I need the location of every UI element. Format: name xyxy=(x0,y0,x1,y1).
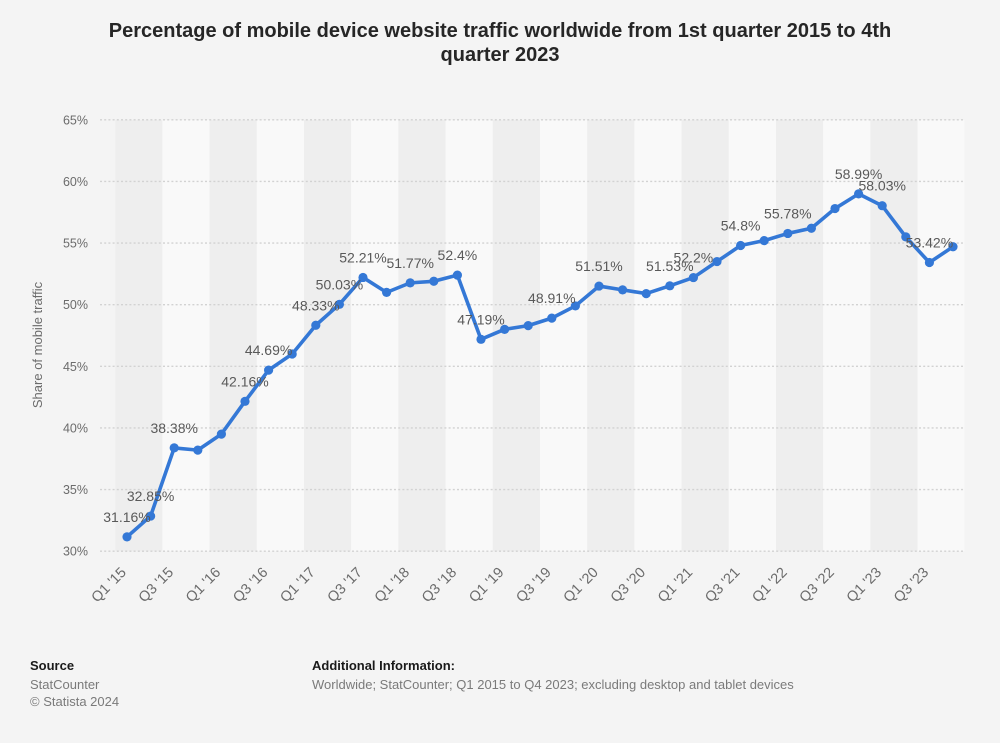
svg-text:51.77%: 51.77% xyxy=(386,255,433,271)
svg-text:42.16%: 42.16% xyxy=(221,373,268,389)
svg-text:Q3 '16: Q3 '16 xyxy=(230,565,271,606)
svg-text:53.42%: 53.42% xyxy=(906,235,953,251)
svg-text:Q1 '17: Q1 '17 xyxy=(277,565,318,606)
svg-text:52.21%: 52.21% xyxy=(339,249,386,265)
svg-text:Q3 '15: Q3 '15 xyxy=(136,565,177,606)
svg-text:Q3 '20: Q3 '20 xyxy=(608,565,649,606)
svg-text:48.91%: 48.91% xyxy=(528,290,575,306)
svg-text:44.69%: 44.69% xyxy=(245,342,292,358)
svg-text:Q1 '16: Q1 '16 xyxy=(183,565,224,606)
svg-text:Q1 '18: Q1 '18 xyxy=(372,565,413,606)
svg-text:55.78%: 55.78% xyxy=(764,205,811,221)
svg-text:Q1 '21: Q1 '21 xyxy=(655,565,696,606)
svg-text:Q1 '20: Q1 '20 xyxy=(561,565,602,606)
svg-text:58.03%: 58.03% xyxy=(858,178,905,194)
svg-text:60%: 60% xyxy=(63,175,88,189)
svg-text:50.03%: 50.03% xyxy=(316,276,363,292)
svg-text:52.2%: 52.2% xyxy=(674,250,714,266)
svg-text:Q1 '15: Q1 '15 xyxy=(89,565,130,606)
svg-text:Q3 '19: Q3 '19 xyxy=(513,565,554,606)
svg-text:51.51%: 51.51% xyxy=(575,258,622,274)
svg-text:Q1 '19: Q1 '19 xyxy=(466,565,507,606)
svg-text:Q3 '23: Q3 '23 xyxy=(891,565,932,606)
svg-text:32.85%: 32.85% xyxy=(127,488,174,504)
svg-text:Q3 '18: Q3 '18 xyxy=(419,565,460,606)
svg-text:48.33%: 48.33% xyxy=(292,297,339,313)
svg-text:52.4%: 52.4% xyxy=(438,247,478,263)
svg-text:Q1 '23: Q1 '23 xyxy=(844,565,885,606)
svg-text:45%: 45% xyxy=(63,360,88,374)
svg-text:35%: 35% xyxy=(63,483,88,497)
svg-text:47.19%: 47.19% xyxy=(457,311,504,327)
svg-text:Q3 '21: Q3 '21 xyxy=(702,565,743,606)
svg-text:31.16%: 31.16% xyxy=(103,509,150,525)
svg-text:30%: 30% xyxy=(63,545,88,559)
svg-text:Q3 '22: Q3 '22 xyxy=(797,565,838,606)
svg-text:Q1 '22: Q1 '22 xyxy=(749,565,790,606)
svg-text:50%: 50% xyxy=(63,298,88,312)
svg-text:54.8%: 54.8% xyxy=(721,218,761,234)
svg-text:Q3 '17: Q3 '17 xyxy=(325,565,366,606)
svg-text:65%: 65% xyxy=(63,113,88,127)
svg-text:38.38%: 38.38% xyxy=(150,420,197,436)
svg-text:55%: 55% xyxy=(63,237,88,251)
svg-text:40%: 40% xyxy=(63,421,88,435)
